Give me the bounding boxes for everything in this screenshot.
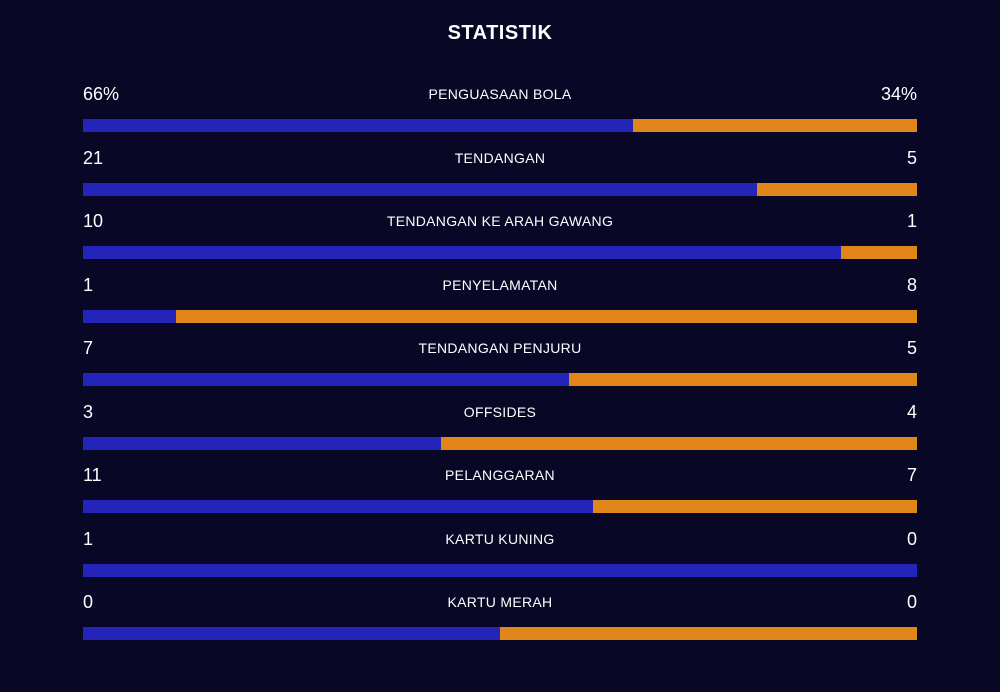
away-value: 0 xyxy=(906,528,917,549)
stats-list: PENGUASAAN BOLA 66% 34% TENDANGAN 21 5 TENDANG… xyxy=(83,80,917,652)
away-bar-segment xyxy=(569,373,917,386)
away-value: 7 xyxy=(906,465,917,485)
stat-row: TENDANGAN KE ARAH GAWANG 10 1 xyxy=(83,207,917,271)
home-value: 1 xyxy=(83,528,94,549)
home-value: 11 xyxy=(83,465,102,485)
home-value: 0 xyxy=(83,592,94,612)
away-value: 8 xyxy=(906,274,917,295)
stat-label: TENDANGAN KE ARAH GAWANG xyxy=(386,213,614,229)
stat-header: PENGUASAAN BOLA 66% 34% xyxy=(83,80,917,108)
comparison-bar xyxy=(83,182,917,196)
away-value: 0 xyxy=(906,592,917,612)
stats-title: STATISTIK xyxy=(447,22,553,44)
comparison-bar xyxy=(83,246,917,259)
stat-row: OFFSIDES 3 4 xyxy=(83,398,917,462)
stat-header: PELANGGARAN 11 7 xyxy=(83,461,917,489)
stat-label: KARTU KUNING xyxy=(445,530,555,547)
home-bar-segment xyxy=(83,246,842,259)
home-value: 21 xyxy=(83,147,104,168)
away-value: 4 xyxy=(906,401,917,422)
stat-label: TENDANGAN PENJURU xyxy=(418,340,582,356)
stat-label: OFFSIDES xyxy=(463,403,537,420)
away-bar-segment xyxy=(756,182,917,196)
stat-row: KARTU MERAH 0 0 xyxy=(83,588,917,652)
home-bar-segment xyxy=(83,563,917,577)
stat-header: TENDANGAN 21 5 xyxy=(83,144,917,172)
home-bar-segment xyxy=(83,309,176,323)
away-value: 1 xyxy=(906,211,917,231)
stat-row: PENGUASAAN BOLA 66% 34% xyxy=(83,80,917,144)
stat-row: TENDANGAN PENJURU 7 5 xyxy=(83,334,917,398)
away-value: 5 xyxy=(906,147,917,168)
stat-header: OFFSIDES 3 4 xyxy=(83,398,917,426)
home-bar-segment xyxy=(83,500,593,513)
comparison-bar xyxy=(83,627,917,640)
home-value: 1 xyxy=(83,274,94,295)
home-value: 10 xyxy=(83,211,104,231)
comparison-bar xyxy=(83,373,917,386)
home-bar-segment xyxy=(83,373,570,386)
comparison-bar xyxy=(83,436,917,450)
away-bar-segment xyxy=(175,309,917,323)
away-value: 34% xyxy=(880,84,917,104)
home-bar-segment xyxy=(83,182,757,196)
away-bar-segment xyxy=(633,119,917,132)
away-bar-segment xyxy=(841,246,917,259)
home-bar-segment xyxy=(83,627,500,640)
home-value: 7 xyxy=(83,338,94,358)
stat-label: KARTU MERAH xyxy=(447,594,553,610)
comparison-bar xyxy=(83,119,917,132)
home-value: 66% xyxy=(83,84,120,104)
comparison-bar xyxy=(83,500,917,513)
stat-header: TENDANGAN PENJURU 7 5 xyxy=(83,334,917,362)
away-bar-segment xyxy=(500,627,917,640)
stat-label: TENDANGAN xyxy=(454,149,546,166)
stat-header: KARTU KUNING 1 0 xyxy=(83,525,917,553)
stat-row: PENYELAMATAN 1 8 xyxy=(83,271,917,335)
stat-row: PELANGGARAN 11 7 xyxy=(83,461,917,525)
comparison-bar xyxy=(83,563,917,577)
stat-header: TENDANGAN KE ARAH GAWANG 10 1 xyxy=(83,207,917,235)
stat-header: PENYELAMATAN 1 8 xyxy=(83,271,917,299)
stat-label: PELANGGARAN xyxy=(445,467,555,483)
stat-label: PENGUASAAN BOLA xyxy=(428,86,572,102)
comparison-bar xyxy=(83,309,917,323)
stat-row: KARTU KUNING 1 0 xyxy=(83,525,917,589)
away-bar-segment xyxy=(440,436,917,450)
away-bar-segment xyxy=(592,500,917,513)
home-value: 3 xyxy=(83,401,94,422)
stat-header: KARTU MERAH 0 0 xyxy=(83,588,917,616)
away-value: 5 xyxy=(906,338,917,358)
home-bar-segment xyxy=(83,436,441,450)
stat-row: TENDANGAN 21 5 xyxy=(83,144,917,208)
home-bar-segment xyxy=(83,119,634,132)
stat-label: PENYELAMATAN xyxy=(442,276,558,293)
